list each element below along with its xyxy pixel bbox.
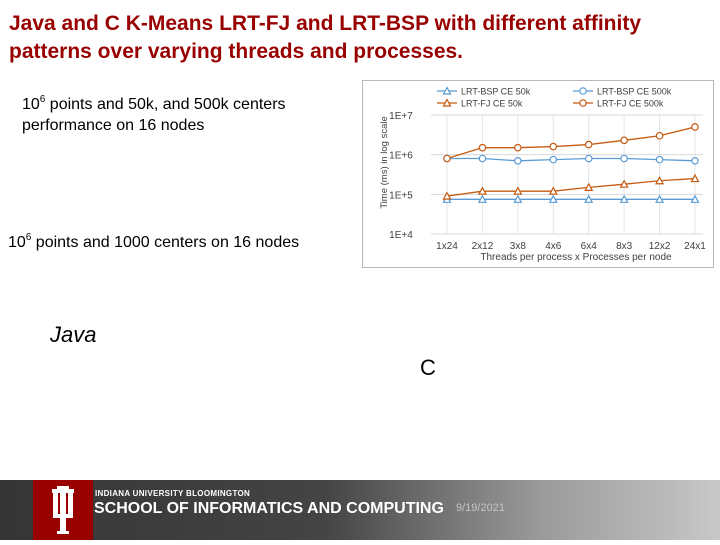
data-point xyxy=(513,194,523,203)
footer-bar: INDIANA UNIVERSITY BLOOMINGTON SCHOOL OF… xyxy=(0,480,720,540)
x-tick-label: 24x1 xyxy=(684,241,706,252)
series-line xyxy=(447,157,696,162)
data-point xyxy=(584,154,593,163)
legend-label: LRT-FJ CE 500k xyxy=(597,99,664,109)
y-tick-label: 1E+4 xyxy=(389,230,413,241)
data-point xyxy=(549,155,558,164)
series-line xyxy=(446,126,696,160)
data-point xyxy=(478,154,487,163)
x-tick-label: 2x12 xyxy=(472,241,494,252)
line-chart: 1E+4 1E+5 1E+6 1E+7 1x24 2x12 3x8 4x6 6x4 8x3 12x2… xyxy=(379,86,706,263)
legend-label: LRT-BSP CE 500k xyxy=(597,87,672,97)
university-name: INDIANA UNIVERSITY BLOOMINGTON xyxy=(95,489,251,498)
data-point xyxy=(514,157,522,165)
text1-rest: points and 50k, and 500k centers xyxy=(45,96,286,113)
slide-date: 9/19/2021 xyxy=(456,502,505,514)
legend-marker xyxy=(579,99,587,107)
description-text-1: 106 points and 50k, and 500k centers per… xyxy=(22,94,286,136)
x-tick-label: 1x24 xyxy=(436,241,458,252)
java-label: Java xyxy=(50,322,97,347)
data-point xyxy=(620,154,628,163)
legend-marker xyxy=(579,87,587,95)
data-point xyxy=(690,173,700,183)
data-point xyxy=(584,140,593,149)
data-point xyxy=(549,142,558,151)
x-tick-label: 12x2 xyxy=(649,241,671,252)
data-point xyxy=(655,131,664,140)
x-axis-label: Threads per process x Processes per node xyxy=(480,252,672,263)
text2-exponent: 6 xyxy=(25,232,32,243)
iu-trident-logo xyxy=(33,480,93,540)
data-point xyxy=(443,154,451,163)
chart-container: 1E+4 1E+5 1E+6 1E+7 1x24 2x12 3x8 4x6 6x4 8x3 12x2… xyxy=(362,80,714,268)
x-tick-label: 3x8 xyxy=(510,241,527,252)
data-point xyxy=(619,194,629,203)
x-tick-label: 6x4 xyxy=(581,241,598,252)
text1-exponent: 6 xyxy=(39,94,46,105)
x-tick-label: 8x3 xyxy=(616,241,633,252)
data-point xyxy=(620,136,628,145)
text2-base: 10 xyxy=(8,234,26,251)
data-point xyxy=(442,191,452,200)
y-tick-label: 1E+5 xyxy=(389,190,413,201)
data-point xyxy=(655,194,665,203)
legend-label: LRT-BSP CE 50k xyxy=(461,87,531,97)
text2-rest: points and 1000 centers on 16 nodes xyxy=(31,234,300,251)
data-point xyxy=(584,182,594,191)
data-point xyxy=(690,194,700,203)
data-point xyxy=(478,143,487,152)
data-point xyxy=(691,123,699,131)
data-point xyxy=(548,194,558,203)
x-tick-label: 4x6 xyxy=(545,241,562,252)
footer-background xyxy=(0,480,720,540)
data-point xyxy=(584,194,594,203)
data-point xyxy=(514,143,522,152)
y-tick-label: 1E+7 xyxy=(389,111,413,122)
data-point xyxy=(619,179,629,188)
data-point xyxy=(477,186,487,195)
data-point xyxy=(655,155,664,164)
series-line xyxy=(446,177,696,197)
legend-marker xyxy=(442,98,452,107)
data-point xyxy=(691,157,699,165)
data-point xyxy=(548,186,558,195)
data-point xyxy=(513,186,523,195)
text1-base: 10 xyxy=(22,96,40,113)
trident-icon xyxy=(52,486,74,534)
school-name: SCHOOL OF INFORMATICS AND COMPUTING xyxy=(94,500,444,517)
data-point xyxy=(655,175,665,185)
y-tick-label: 1E+6 xyxy=(389,151,413,162)
legend-marker xyxy=(442,86,452,95)
y-axis-label: Time (ms) in log scale xyxy=(379,116,390,209)
legend-label: LRT-FJ CE 50k xyxy=(461,99,523,109)
c-label: C xyxy=(420,355,436,380)
description-text-2: 106 points and 1000 centers on 16 nodes xyxy=(8,232,299,253)
data-point xyxy=(477,194,487,203)
text1-line2: performance on 16 nodes xyxy=(22,117,205,134)
slide-title: Java and C K-Means LRT-FJ and LRT-BSP wi… xyxy=(9,12,642,63)
